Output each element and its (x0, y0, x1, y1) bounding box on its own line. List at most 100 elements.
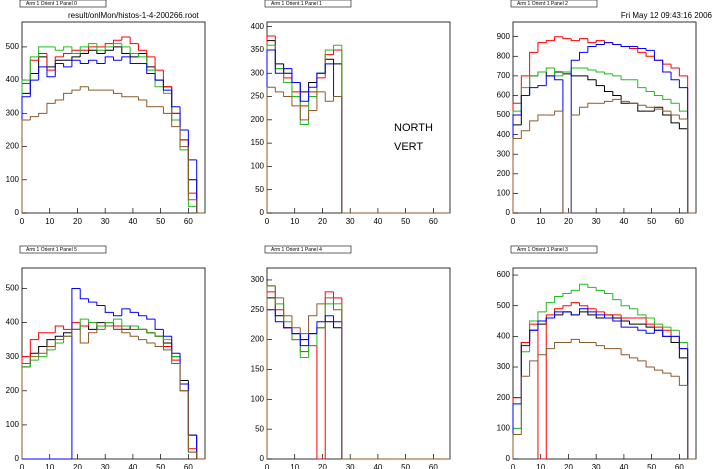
histogram-bin (628, 101, 638, 104)
y-tick-label: 400 (251, 22, 265, 31)
histogram-bin (637, 103, 647, 112)
histogram-bin (570, 311, 580, 316)
histogram-bin (146, 63, 156, 74)
y-tick-label: 0 (260, 454, 265, 463)
histogram-bin (54, 335, 64, 340)
y-tick-label: 0 (15, 454, 20, 463)
histogram-bin (291, 315, 301, 329)
y-tick-label: 0 (260, 208, 265, 217)
histogram-bin (283, 91, 292, 98)
histogram-bin (154, 343, 164, 347)
histogram-bin (662, 109, 672, 112)
histogram-bin (137, 53, 147, 58)
y-tick-label: 300 (497, 362, 511, 371)
histogram-bin (274, 309, 284, 323)
histogram-bin (79, 46, 89, 54)
y-tick-label: 100 (6, 420, 20, 429)
x-tick-label: 60 (675, 217, 684, 226)
x-tick-label: 10 (290, 463, 299, 469)
y-tick-label: 600 (497, 270, 511, 279)
y-tick-label: 200 (6, 142, 20, 151)
histogram-bin (88, 86, 97, 91)
histogram-bin (113, 325, 122, 330)
histogram-bin (620, 99, 630, 102)
histogram-bin (670, 327, 680, 331)
histogram-bin (333, 321, 342, 329)
histogram-bin (570, 114, 580, 213)
y-tick-label: 900 (497, 32, 511, 41)
y-tick-label: 300 (251, 68, 265, 77)
histogram-bin (628, 354, 638, 359)
histogram-bin (137, 96, 147, 101)
x-tick-label: 40 (619, 217, 628, 226)
histogram-bin (595, 69, 605, 73)
histogram-bin (537, 42, 547, 53)
histogram-bin (570, 338, 580, 343)
histogram-bin (529, 87, 538, 96)
histogram-bin (316, 303, 326, 316)
histogram-bin (71, 56, 81, 61)
y-tick-label: 0 (15, 208, 20, 217)
x-tick-label: 0 (265, 217, 270, 226)
histogram-bin (662, 95, 672, 100)
histogram-bin (324, 63, 334, 74)
histogram-bin (637, 357, 647, 362)
histogram-bin (670, 99, 680, 104)
histogram-bin (620, 44, 630, 47)
histogram-bin (554, 341, 563, 349)
histogram-bin (121, 43, 131, 48)
histogram-bin (554, 311, 563, 318)
histogram-bin (645, 330, 655, 334)
histogram-bin (637, 308, 647, 316)
histogram-bin (88, 59, 97, 64)
y-tick-label: 350 (251, 45, 265, 54)
histogram-bin (63, 332, 72, 337)
histogram-bin (63, 325, 72, 330)
histogram-bin (316, 91, 326, 111)
histogram-bin (628, 46, 638, 49)
histogram-bin (21, 119, 31, 213)
histogram-bin (299, 105, 309, 121)
histogram-bin (104, 43, 114, 47)
histogram-bin (154, 319, 164, 330)
histogram-bin (579, 106, 588, 116)
histogram-bin (137, 312, 147, 317)
histogram-bin (29, 339, 39, 357)
histogram-bin (579, 38, 588, 41)
histogram-bin (628, 305, 638, 310)
histogram-bin (324, 315, 334, 322)
y-tick-label: 100 (251, 162, 265, 171)
histogram-bin (121, 319, 131, 327)
histogram-bin (595, 287, 605, 291)
panel-title: Arm 1 Orient 1 Panel 4 (271, 247, 322, 253)
y-tick-label: 150 (251, 138, 265, 147)
histogram-bin (79, 318, 89, 330)
histogram-bin (71, 59, 81, 67)
histogram-bin (104, 305, 114, 313)
histogram-bin (162, 106, 172, 114)
histogram-bin (604, 345, 613, 350)
histogram-bin (645, 105, 655, 108)
histogram-bin (653, 324, 663, 328)
histogram-bin (96, 60, 106, 65)
histogram-bin (104, 46, 114, 51)
histogram-bin (266, 285, 276, 459)
histogram-bin (187, 390, 197, 453)
histogram-bin (71, 328, 81, 337)
histogram-bin (54, 46, 64, 51)
histogram-bin (678, 79, 688, 89)
histogram-bin (579, 51, 588, 61)
histogram-bin (341, 96, 351, 214)
histogram-bin (529, 120, 538, 131)
title-box (264, 245, 352, 254)
histogram-bin (162, 329, 172, 337)
histogram-bin (604, 100, 613, 104)
histogram-bin (137, 336, 147, 341)
histogram-bin (620, 95, 630, 104)
histogram-bin (587, 305, 597, 310)
histogram-bin (96, 328, 106, 333)
histogram-bin (179, 126, 189, 148)
histogram-bin (63, 335, 72, 340)
histogram-bin (146, 339, 156, 344)
